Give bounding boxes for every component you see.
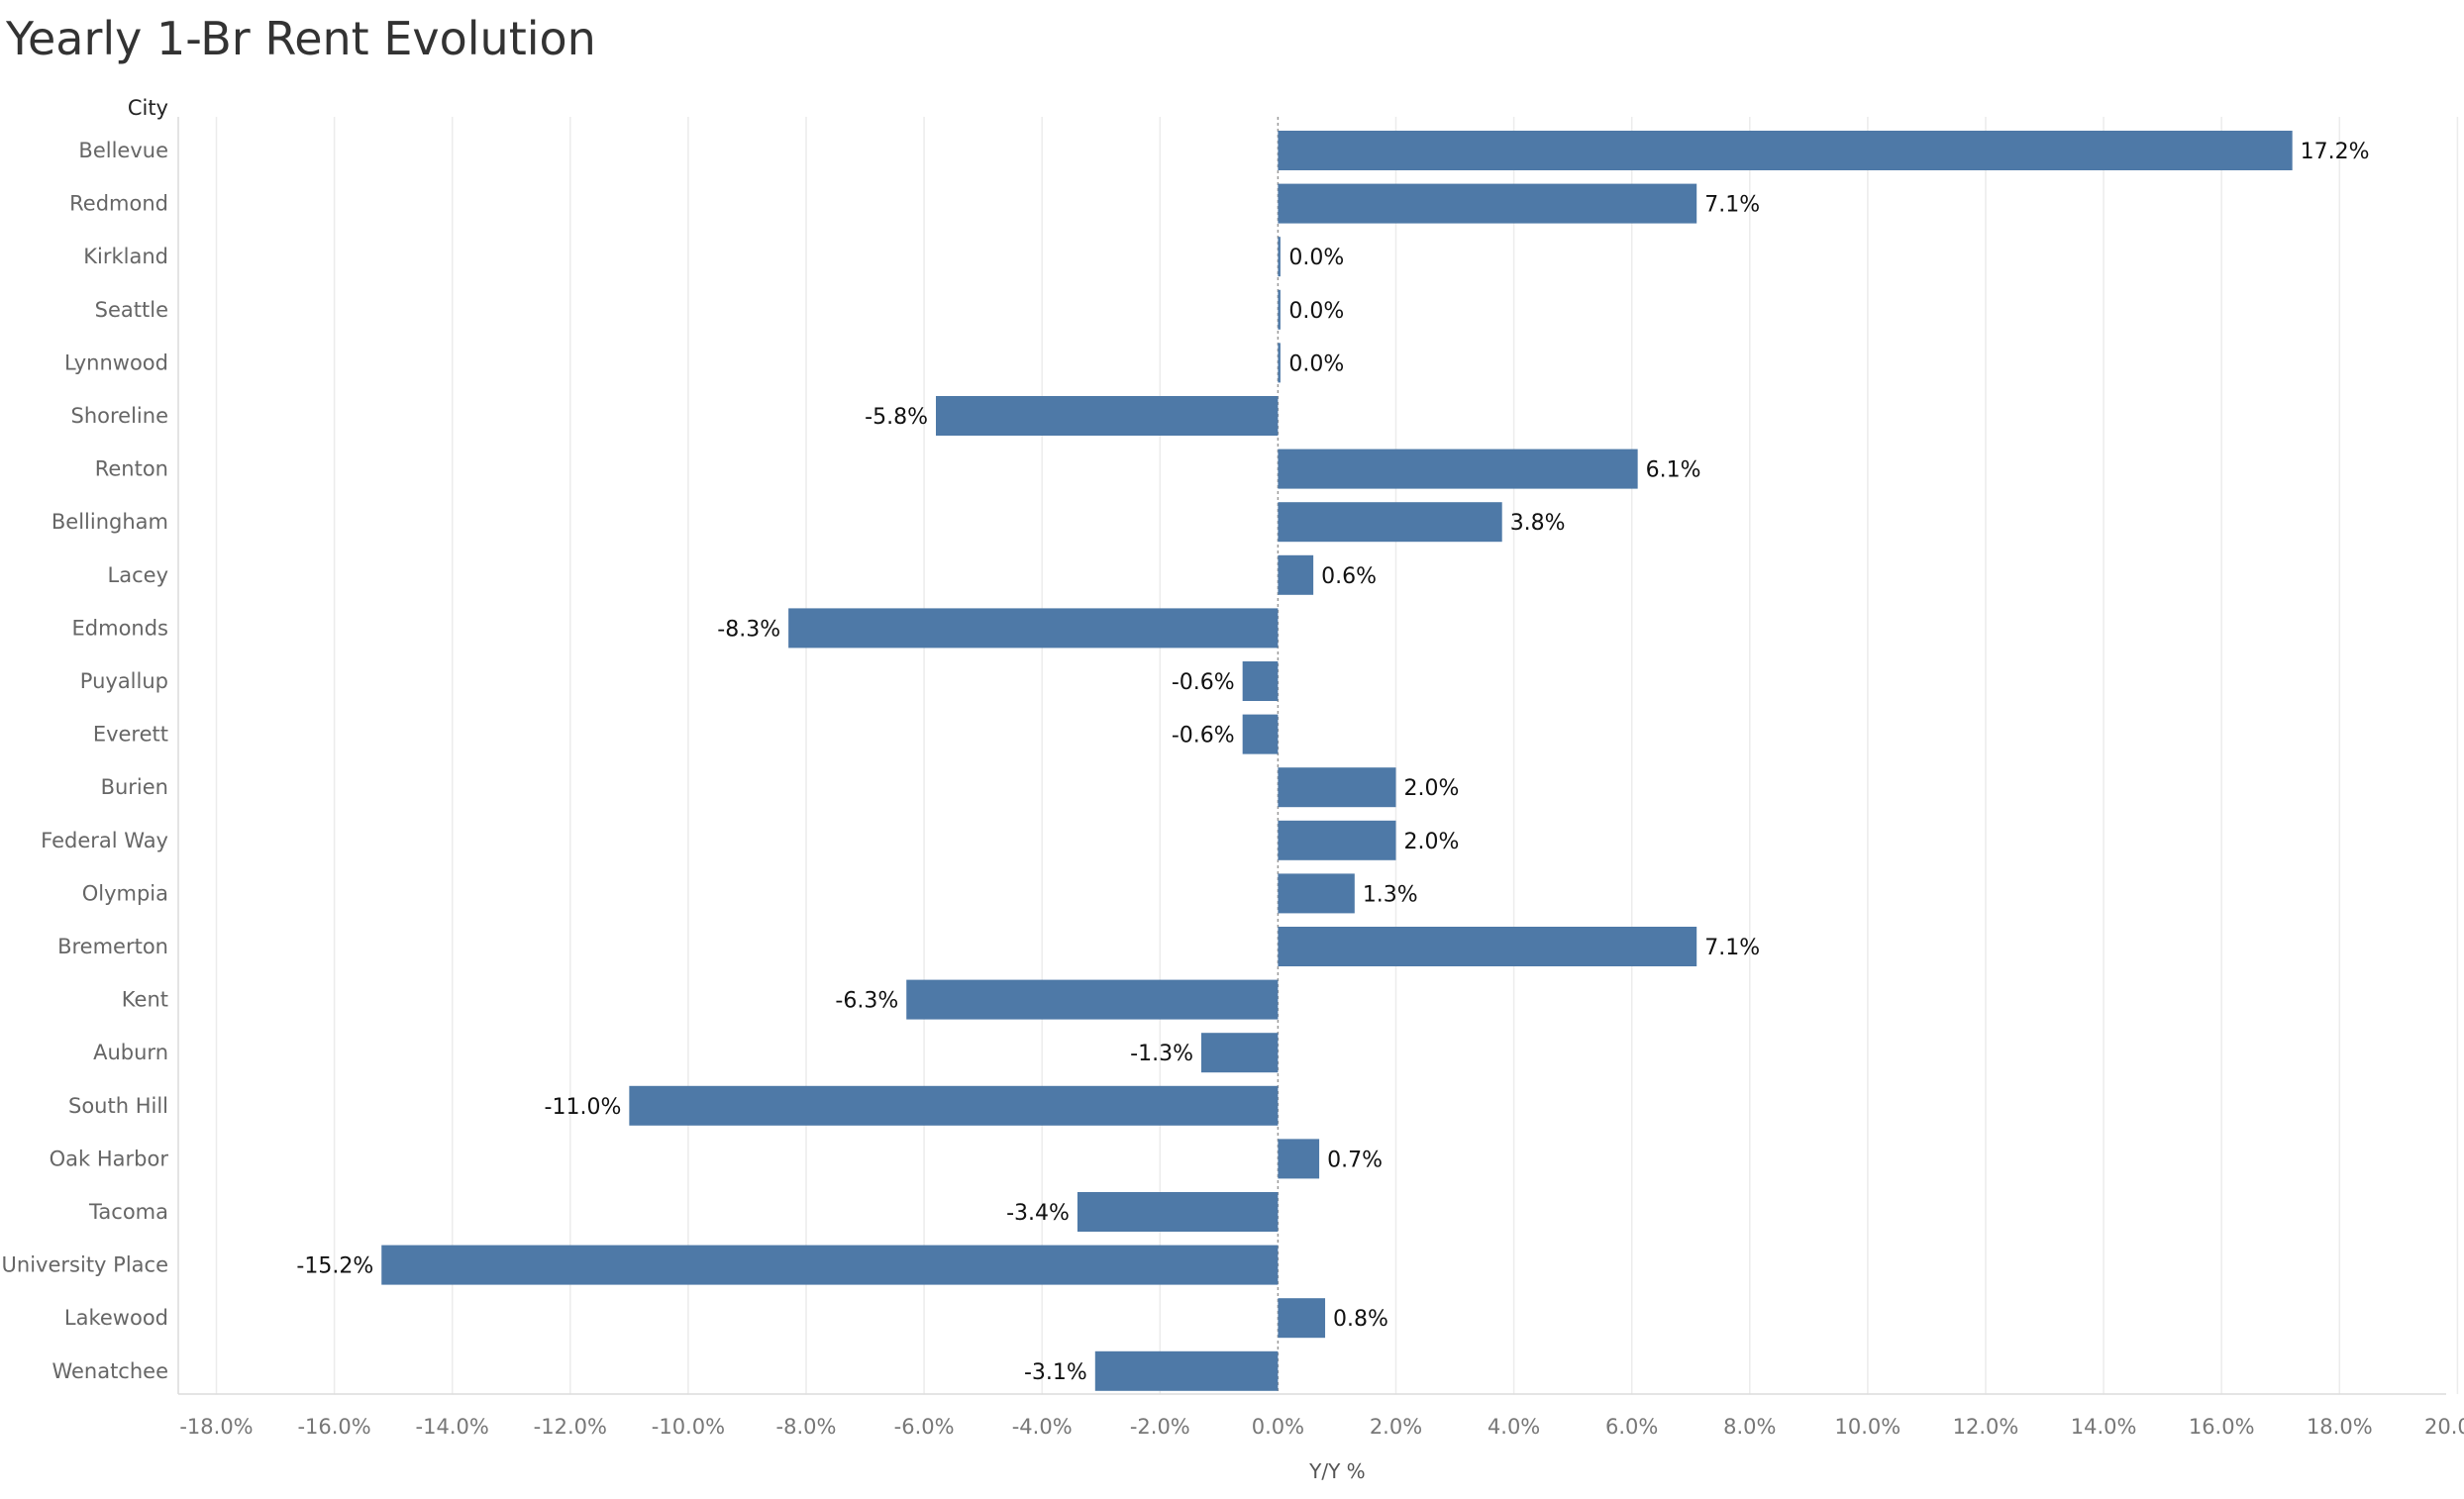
- data-label: 0.0%: [1288, 246, 1344, 270]
- x-axis-title: Y/Y %: [1308, 1459, 1366, 1483]
- data-label: 0.0%: [1288, 299, 1344, 324]
- bar[interactable]: [1278, 343, 1281, 383]
- x-tick-label: 0.0%: [1252, 1415, 1304, 1439]
- x-tick-label: 20.0%: [2424, 1415, 2464, 1439]
- x-tick-label: 16.0%: [2189, 1415, 2255, 1439]
- x-tick-label: 14.0%: [2071, 1415, 2137, 1439]
- bar[interactable]: [1278, 237, 1281, 277]
- data-label: -6.3%: [835, 989, 898, 1014]
- x-tick-label: 6.0%: [1605, 1415, 1658, 1439]
- x-tick-label: 18.0%: [2307, 1415, 2373, 1439]
- category-label: Bremerton: [57, 935, 168, 958]
- bar[interactable]: [1278, 927, 1697, 966]
- data-label: 0.7%: [1327, 1148, 1383, 1172]
- bar[interactable]: [1278, 873, 1355, 914]
- data-label: 0.6%: [1321, 564, 1377, 589]
- x-tick-label: -6.0%: [894, 1415, 955, 1439]
- category-label: Kirkland: [83, 245, 168, 268]
- labels: -18.0% -16.0% -14.0% -12.0% -10.0% -8.0% -6.0%…: [2, 96, 2464, 1483]
- x-tick-label: 8.0%: [1723, 1415, 1776, 1439]
- category-label: Puyallup: [80, 669, 168, 693]
- bar[interactable]: [788, 608, 1279, 649]
- bar[interactable]: [1278, 820, 1396, 860]
- data-label: -11.0%: [545, 1095, 622, 1120]
- category-label: Shoreline: [71, 404, 168, 428]
- data-label: -0.6%: [1172, 670, 1235, 695]
- bar[interactable]: [1242, 661, 1279, 701]
- x-tick-label: -10.0%: [652, 1415, 725, 1439]
- bars: [381, 131, 2293, 1391]
- data-label: 6.1%: [1646, 458, 1701, 483]
- x-tick-label: -14.0%: [416, 1415, 489, 1439]
- bar[interactable]: [1278, 183, 1697, 224]
- x-tick-label: 10.0%: [1835, 1415, 1901, 1439]
- x-tick-label: 4.0%: [1488, 1415, 1540, 1439]
- bar[interactable]: [629, 1085, 1279, 1126]
- category-label: Tacoma: [88, 1200, 168, 1224]
- data-label: 0.8%: [1333, 1307, 1388, 1332]
- data-label: 17.2%: [2301, 140, 2370, 164]
- category-label: Lynnwood: [64, 350, 168, 374]
- row-header: City: [128, 96, 168, 120]
- data-label: -1.3%: [1130, 1042, 1193, 1066]
- bar[interactable]: [906, 979, 1279, 1020]
- data-label: -15.2%: [296, 1254, 373, 1279]
- category-label: Redmond: [69, 192, 168, 216]
- bar[interactable]: [1094, 1350, 1279, 1391]
- data-label: 7.1%: [1704, 193, 1760, 218]
- x-tick-label: -16.0%: [297, 1415, 370, 1439]
- category-label: Bellingham: [51, 510, 168, 534]
- category-label: Auburn: [93, 1041, 168, 1064]
- data-label: -3.4%: [1006, 1201, 1070, 1226]
- bar[interactable]: [381, 1245, 1279, 1285]
- bar[interactable]: [1077, 1192, 1279, 1232]
- category-label: Everett: [93, 723, 168, 747]
- x-tick-label: -18.0%: [179, 1415, 253, 1439]
- bar[interactable]: [1278, 449, 1638, 489]
- category-label: Federal Way: [41, 829, 168, 852]
- bar[interactable]: [1278, 289, 1281, 330]
- category-label: University Place: [2, 1253, 168, 1277]
- data-label: 2.0%: [1404, 776, 1460, 801]
- data-label: -8.3%: [717, 617, 780, 642]
- x-tick-label: -8.0%: [776, 1415, 837, 1439]
- category-label: Olympia: [82, 881, 168, 905]
- bar[interactable]: [936, 396, 1279, 436]
- data-label: -3.1%: [1024, 1360, 1087, 1385]
- bar[interactable]: [1242, 714, 1279, 754]
- category-label: Edmonds: [72, 616, 168, 640]
- category-label: Bellevue: [78, 139, 168, 162]
- bar[interactable]: [1278, 767, 1396, 808]
- data-label: 7.1%: [1704, 936, 1760, 960]
- bar[interactable]: [1200, 1033, 1279, 1073]
- category-label: Seattle: [95, 298, 168, 322]
- x-tick-label: -4.0%: [1012, 1415, 1073, 1439]
- category-label: Burien: [101, 775, 168, 799]
- bar[interactable]: [1278, 131, 2293, 170]
- category-label: Lacey: [108, 563, 168, 587]
- bar[interactable]: [1278, 1298, 1326, 1339]
- bar[interactable]: [1278, 1139, 1320, 1179]
- data-label: 0.0%: [1288, 351, 1344, 376]
- bar[interactable]: [1278, 554, 1314, 595]
- x-tick-label: 2.0%: [1370, 1415, 1422, 1439]
- data-label: 2.0%: [1404, 830, 1460, 854]
- category-label: Renton: [95, 457, 168, 481]
- bar[interactable]: [1278, 502, 1502, 543]
- category-label: Kent: [122, 988, 168, 1012]
- grid-lines: [177, 117, 2459, 1395]
- chart-title: Yearly 1-Br Rent Evolution: [6, 12, 596, 65]
- x-tick-label: -12.0%: [534, 1415, 607, 1439]
- category-label: Lakewood: [64, 1306, 168, 1330]
- data-label: 3.8%: [1510, 511, 1566, 536]
- category-label: South Hill: [68, 1094, 168, 1118]
- x-tick-label: 12.0%: [1953, 1415, 2019, 1439]
- data-label: -5.8%: [865, 405, 928, 430]
- data-label: 1.3%: [1363, 882, 1418, 907]
- category-label: Wenatchee: [51, 1359, 168, 1383]
- data-label: -0.6%: [1172, 724, 1235, 749]
- category-label: Oak Harbor: [50, 1147, 169, 1170]
- x-tick-label: -2.0%: [1130, 1415, 1190, 1439]
